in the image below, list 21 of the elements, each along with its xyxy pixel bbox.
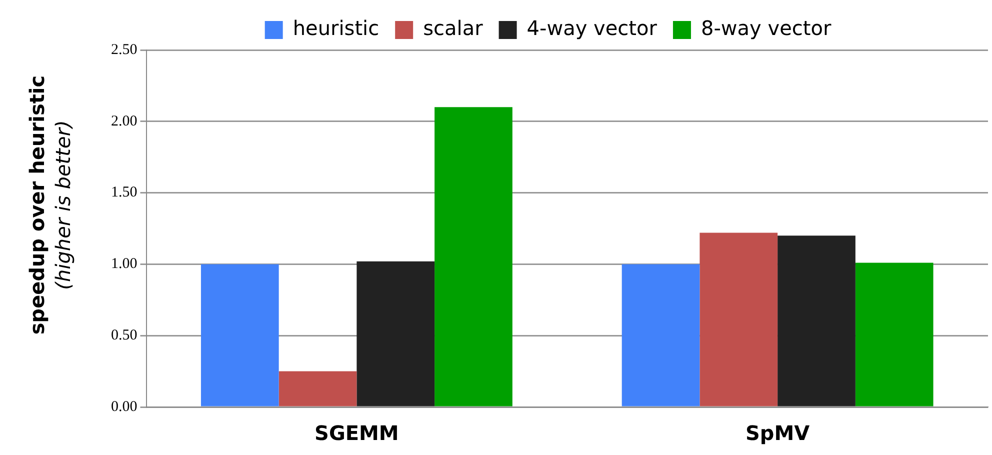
y-tick-label: 0.50 bbox=[111, 328, 138, 344]
legend-label: 8-way vector bbox=[700, 16, 832, 40]
y-tick-label: 1.50 bbox=[111, 184, 138, 201]
x-tick-label: SpMV bbox=[746, 421, 810, 446]
legend-label: scalar bbox=[423, 16, 484, 40]
x-tick-label: SGEMM bbox=[314, 421, 399, 446]
bar bbox=[778, 236, 856, 406]
bar bbox=[700, 232, 778, 406]
bar bbox=[855, 262, 934, 406]
legend-label: 4-way vector bbox=[526, 16, 658, 40]
y-tick-label: 1.00 bbox=[111, 256, 138, 272]
y-tick-label: 2.00 bbox=[111, 113, 138, 130]
bar bbox=[356, 261, 435, 406]
y-tick-label: 0.00 bbox=[111, 398, 138, 415]
y-axis-title: speedup over heuristic (higher is better) bbox=[24, 75, 76, 335]
bar bbox=[278, 371, 357, 406]
bar bbox=[622, 264, 700, 406]
legend-label: heuristic bbox=[292, 16, 380, 40]
bar bbox=[200, 264, 279, 406]
y-tick-label: 2.50 bbox=[111, 42, 138, 58]
bar bbox=[434, 107, 512, 406]
